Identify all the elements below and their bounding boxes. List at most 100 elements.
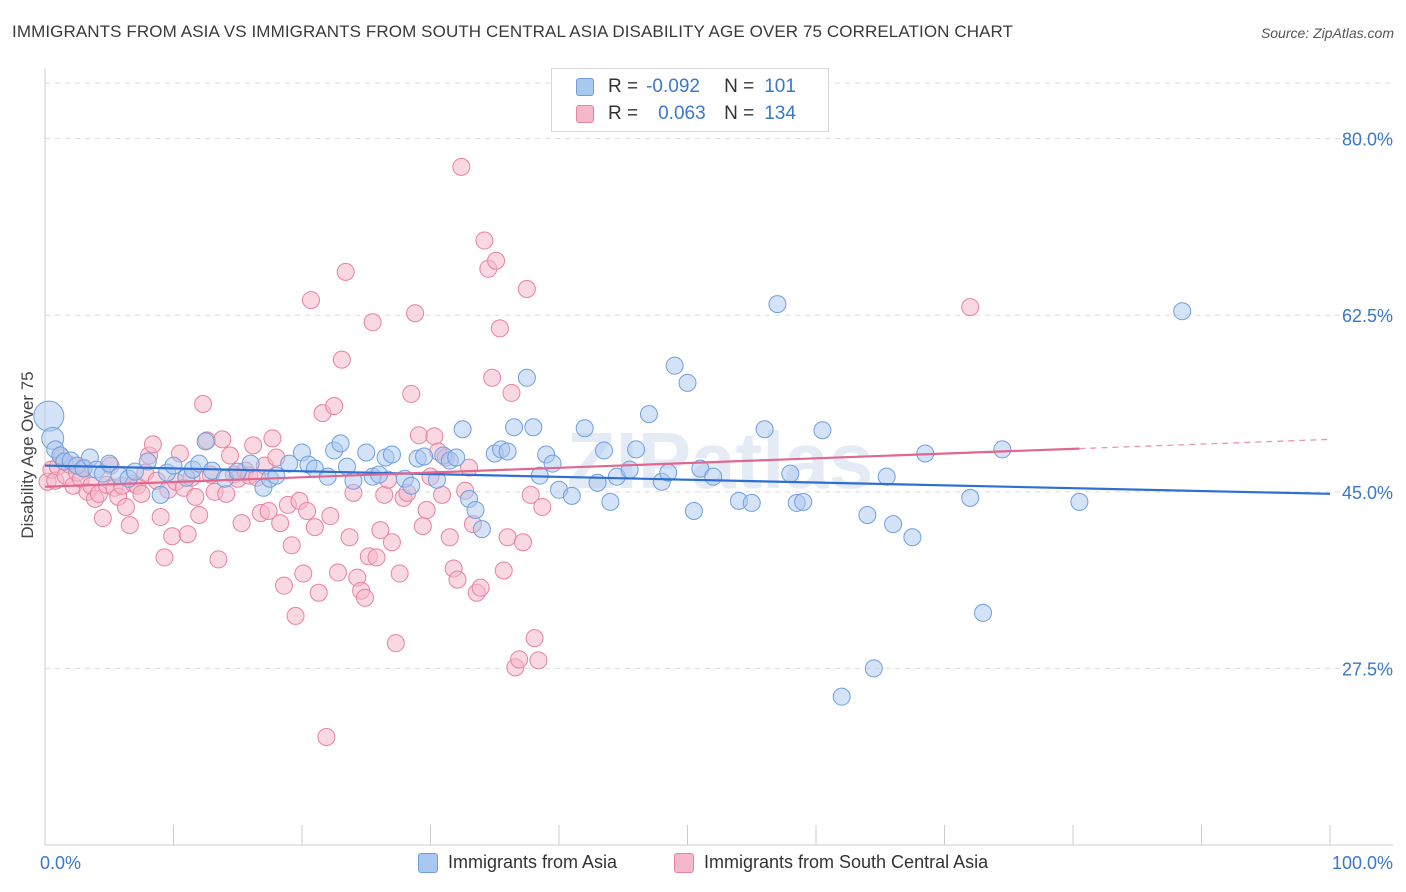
south-central-asia-point bbox=[355, 588, 374, 607]
asia-point bbox=[382, 445, 401, 464]
south-central-asia-point bbox=[286, 606, 305, 625]
south-central-asia-point bbox=[298, 501, 317, 520]
asia-point bbox=[665, 356, 684, 375]
south-central-asia-point bbox=[510, 650, 529, 669]
asia-point bbox=[415, 447, 434, 466]
south-central-asia-point bbox=[328, 563, 347, 582]
asia-point bbox=[627, 440, 646, 459]
south-central-asia-point bbox=[263, 429, 282, 448]
y-tick-labels: 80.0% 62.5% 45.0% 27.5% bbox=[1342, 130, 1393, 680]
south-central-asia-point bbox=[282, 536, 301, 555]
south-central-asia-point bbox=[417, 500, 436, 519]
asia-point bbox=[241, 454, 260, 473]
south-central-asia-point bbox=[301, 291, 320, 310]
south-central-asia-point bbox=[529, 651, 548, 670]
south-central-asia-point bbox=[409, 426, 428, 445]
south-central-asia-point bbox=[363, 313, 382, 332]
south-central-asia-point bbox=[490, 319, 509, 338]
asia-point bbox=[402, 476, 421, 495]
south-central-asia-point bbox=[533, 497, 552, 516]
asia-point bbox=[472, 520, 491, 539]
legend-r-value: -0.092 bbox=[646, 76, 700, 97]
asia-point bbox=[151, 485, 170, 504]
asia-point bbox=[466, 500, 485, 519]
south-central-asia-point bbox=[375, 485, 394, 504]
south-central-asia-point bbox=[371, 521, 390, 540]
south-central-asia-point bbox=[525, 629, 544, 648]
south-central-asia-point bbox=[317, 728, 336, 747]
asia-point bbox=[331, 434, 350, 453]
asia-point bbox=[678, 373, 697, 392]
south-central-asia-point bbox=[483, 368, 502, 387]
asia-point bbox=[601, 492, 620, 511]
legend-n-value: 101 bbox=[764, 76, 796, 97]
asia-point bbox=[691, 459, 710, 478]
south-central-asia-point bbox=[425, 427, 444, 446]
south-central-asia-point bbox=[120, 516, 139, 535]
asia-point bbox=[517, 368, 536, 387]
asia-point bbox=[877, 467, 896, 486]
south-central-asia-point bbox=[502, 383, 521, 402]
legend: R = -0.092 N = 101 R = 0.063 N = 134 bbox=[551, 68, 829, 132]
south-central-asia-point bbox=[961, 298, 980, 317]
asia-point bbox=[505, 418, 524, 437]
south-central-asia-point bbox=[93, 509, 112, 528]
south-central-asia-point bbox=[332, 350, 351, 369]
asia-point bbox=[813, 421, 832, 440]
asia-point bbox=[357, 443, 376, 462]
south-central-asia-point bbox=[294, 564, 313, 583]
axes bbox=[44, 68, 1393, 846]
bottom-legend-swatch-asia bbox=[418, 852, 438, 873]
y-axis-title: Disability Age Over 75 bbox=[18, 371, 37, 538]
asia-point bbox=[884, 515, 903, 534]
asia-point bbox=[961, 488, 980, 507]
asia-point bbox=[768, 295, 787, 314]
south-central-asia-point bbox=[498, 528, 517, 547]
gridlines bbox=[45, 82, 1393, 669]
south-central-asia-point bbox=[325, 397, 344, 416]
south-central-asia-point bbox=[155, 548, 174, 567]
asia-points bbox=[33, 295, 1192, 706]
chart-title: IMMIGRANTS FROM ASIA VS IMMIGRANTS FROM … bbox=[12, 22, 1014, 41]
south-central-asia-point bbox=[151, 508, 170, 527]
south-central-asia-point bbox=[221, 446, 240, 465]
asia-point bbox=[974, 603, 993, 622]
legend-r-value: 0.063 bbox=[658, 103, 706, 124]
bottom-legend-asia: Immigrants from Asia bbox=[418, 852, 617, 873]
south-central-asia-point bbox=[163, 527, 182, 546]
x-tick-label-right: 100.0% bbox=[1332, 853, 1393, 873]
asia-point bbox=[639, 405, 658, 424]
south-central-asia-point bbox=[309, 583, 328, 602]
y-tick-label: 27.5% bbox=[1342, 659, 1393, 679]
south-central-asia-trend-line bbox=[44, 447, 1080, 488]
legend-r-label: R = bbox=[608, 103, 639, 124]
legend-swatch-asia bbox=[576, 78, 594, 96]
south-central-asia-point bbox=[487, 251, 506, 270]
asia-point bbox=[1173, 302, 1192, 321]
asia-point bbox=[684, 501, 703, 520]
south-central-asia-point bbox=[340, 528, 359, 547]
south-central-asia-point bbox=[514, 533, 533, 552]
south-central-asia-point bbox=[232, 514, 251, 533]
y-tick-label: 62.5% bbox=[1342, 306, 1393, 326]
south-central-asia-point bbox=[244, 436, 263, 455]
asia-point bbox=[498, 442, 517, 461]
bottom-legend-south-central-asia: Immigrants from South Central Asia bbox=[674, 852, 988, 873]
asia-point bbox=[704, 467, 723, 486]
south-central-asia-point bbox=[336, 262, 355, 281]
south-central-asia-point bbox=[116, 497, 135, 516]
south-central-asia-point bbox=[132, 484, 151, 503]
asia-point bbox=[196, 432, 215, 451]
asia-point bbox=[575, 419, 594, 438]
south-central-asia-point bbox=[143, 435, 162, 454]
asia-trend-line bbox=[44, 464, 1331, 495]
south-central-asia-point bbox=[475, 231, 494, 250]
south-central-asia-point bbox=[305, 518, 324, 537]
asia-point bbox=[794, 492, 813, 511]
asia-point bbox=[858, 506, 877, 525]
asia-point bbox=[164, 456, 183, 475]
south-central-asia-point bbox=[494, 561, 513, 580]
source-label: Source: ZipAtlas.com bbox=[1260, 25, 1394, 41]
asia-point bbox=[138, 452, 157, 471]
